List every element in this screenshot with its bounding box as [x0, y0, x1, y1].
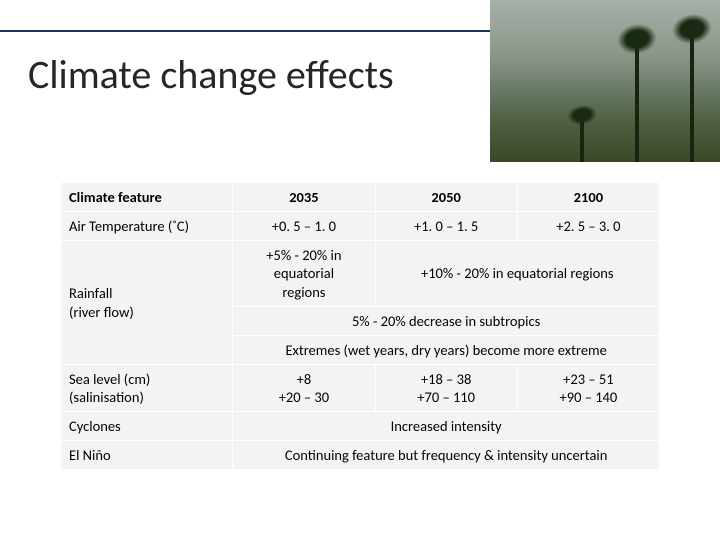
cell-sealevel-2050: +18 – 38+70 – 110 — [375, 364, 517, 411]
table-row: Sea level (cm)(salinisation) +8+20 – 30 … — [61, 364, 660, 411]
climate-table-container: Climate feature 2035 2050 2100 Air Tempe… — [60, 182, 660, 470]
page-title: Climate change effects — [28, 50, 394, 99]
row-label-sealevel: Sea level (cm)(salinisation) — [61, 364, 233, 411]
palm-tree-graphic — [690, 32, 694, 162]
table-row: Cyclones Increased intensity — [61, 412, 660, 441]
climate-table: Climate feature 2035 2050 2100 Air Tempe… — [60, 182, 660, 470]
table-row: Rainfall(river flow) +5% - 20% inequator… — [61, 241, 660, 306]
hero-image — [490, 0, 720, 162]
palm-tree-graphic — [580, 117, 584, 162]
table-header-row: Climate feature 2035 2050 2100 — [61, 183, 660, 212]
cell-rainfall-extremes: Extremes (wet years, dry years) become m… — [233, 335, 660, 364]
row-label-airtemp: Air Temperature (˚C) — [61, 212, 233, 241]
col-header-2050: 2050 — [375, 183, 517, 212]
heading-rule — [0, 30, 490, 32]
table-row: El Niño Continuing feature but frequency… — [61, 441, 660, 470]
cell-airtemp-2100: +2. 5 – 3. 0 — [517, 212, 659, 241]
cell-rainfall-subtropics: 5% - 20% decrease in subtropics — [233, 306, 660, 335]
table-row: Air Temperature (˚C) +0. 5 – 1. 0 +1. 0 … — [61, 212, 660, 241]
cell-airtemp-2035: +0. 5 – 1. 0 — [233, 212, 375, 241]
cell-sealevel-2035: +8+20 – 30 — [233, 364, 375, 411]
col-header-2100: 2100 — [517, 183, 659, 212]
col-header-feature: Climate feature — [61, 183, 233, 212]
row-label-elnino: El Niño — [61, 441, 233, 470]
row-label-rainfall: Rainfall(river flow) — [61, 241, 233, 365]
col-header-2035: 2035 — [233, 183, 375, 212]
cell-sealevel-2100: +23 – 51+90 – 140 — [517, 364, 659, 411]
row-label-cyclones: Cyclones — [61, 412, 233, 441]
cell-airtemp-2050: +1. 0 – 1. 5 — [375, 212, 517, 241]
cell-rainfall-2035: +5% - 20% inequatorialregions — [233, 241, 375, 306]
palm-tree-graphic — [635, 42, 639, 162]
cell-rainfall-2050-2100: +10% - 20% in equatorial regions — [375, 241, 659, 306]
cell-elnino: Continuing feature but frequency & inten… — [233, 441, 660, 470]
cell-cyclones: Increased intensity — [233, 412, 660, 441]
